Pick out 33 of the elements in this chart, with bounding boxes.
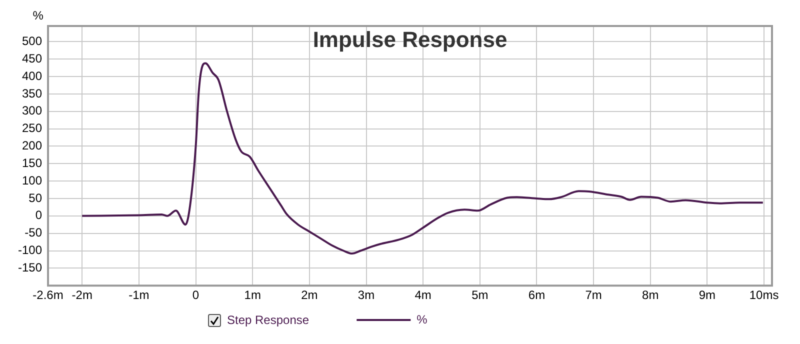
x-tick-label: 6m: [528, 288, 546, 302]
y-tick-label: 300: [22, 104, 42, 118]
x-tick-label: 5m: [472, 288, 488, 302]
x-tick-label: -2.6m: [32, 288, 64, 302]
y-tick-label: 150: [22, 156, 42, 170]
x-tick-label: -2m: [72, 288, 92, 302]
x-tick-label: 10ms: [749, 288, 779, 302]
y-tick-label: -150: [18, 260, 42, 274]
legend-label: %: [416, 312, 428, 326]
y-tick-label: 50: [28, 190, 42, 205]
y-tick-label: 200: [22, 138, 42, 153]
y-axis-title: %: [32, 8, 44, 22]
y-tick-label: 450: [22, 51, 42, 66]
x-tick-label: 4m: [414, 288, 432, 302]
x-tick-label: 0: [192, 288, 200, 302]
x-tick-label: 9m: [698, 288, 716, 302]
y-tick-label: -100: [18, 243, 42, 258]
x-tick-label: 8m: [642, 288, 659, 302]
line-series: [81, 62, 764, 255]
y-tick-label: 350: [22, 86, 42, 100]
y-tick-label: -50: [24, 226, 42, 240]
x-tick-label: 1m: [244, 288, 261, 302]
y-tick-label: 100: [22, 173, 42, 188]
x-tick-label: 3m: [358, 288, 375, 302]
y-tick-label: 400: [22, 68, 42, 83]
text: Step Response: [227, 313, 310, 327]
y-tick-label: 0: [35, 208, 42, 222]
x-tick-label: 2m: [301, 288, 318, 302]
chart-title: Impulse Response: [312, 27, 508, 52]
y-tick-label: 250: [22, 121, 42, 136]
x-tick-label: -1m: [128, 288, 150, 302]
x-tick-label: 7m: [585, 288, 602, 302]
y-tick-label: 500: [22, 34, 42, 48]
